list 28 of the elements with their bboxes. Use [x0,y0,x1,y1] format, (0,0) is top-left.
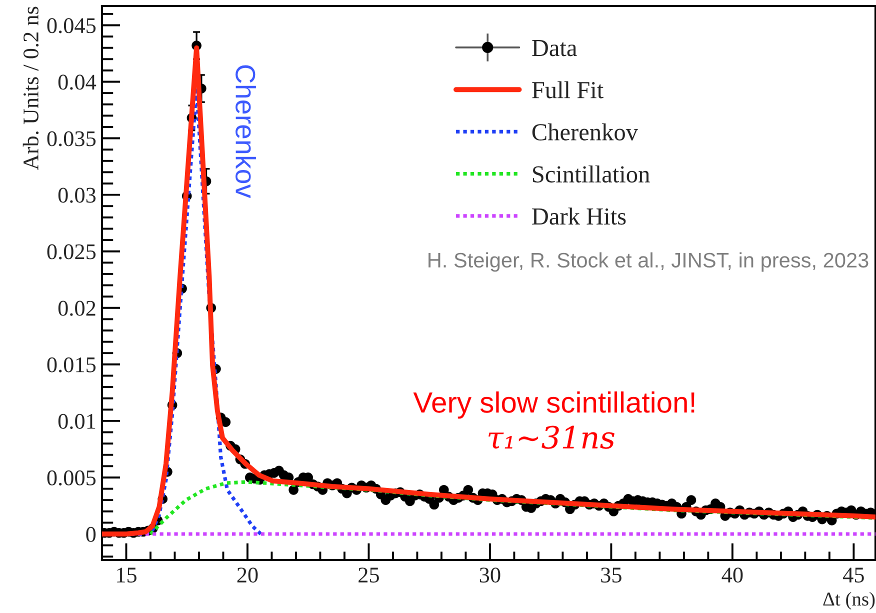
annotation: Cherenkov [236,65,256,198]
legend-label: Dark Hits [532,208,626,225]
x-tick-label: 45 [843,568,864,583]
y-tick-label: 0.04 [58,74,96,90]
y-tick-label: 0.03 [58,188,96,203]
annotation: τ₁~31ns [488,426,614,449]
legend-label: Cherenkov [532,123,638,140]
x-tick-label: 30 [480,568,500,583]
annotation: Very slow scintillation! [413,391,694,419]
x-tick-label: 25 [358,568,379,583]
annotation: H. Steiger, R. Stock et al., JINST, in press, 2023 [428,252,868,272]
x-axis-title: Δt (ns) [823,592,875,610]
y-tick-label: 0.035 [47,131,96,146]
y-tick-label: 0.01 [58,414,96,429]
y-tick-label: 0.02 [58,300,96,316]
y-tick-label: 0.025 [47,244,96,260]
legend-label: Full Fit [532,81,604,98]
legend-label: Scintillation [533,165,650,183]
y-axis-title: Arb. Units / 0.2 ns [22,6,39,170]
x-tick-label: 20 [237,568,258,583]
x-tick-label: 35 [601,568,622,583]
y-tick-label: 0 [86,526,96,542]
x-tick-label: 40 [722,568,743,583]
x-tick-label: 15 [117,568,136,583]
y-tick-label: 0.015 [47,357,96,372]
y-tick-label: 0.045 [47,18,96,34]
y-tick-label: 0.005 [47,470,96,486]
legend-label: Data [532,40,577,56]
